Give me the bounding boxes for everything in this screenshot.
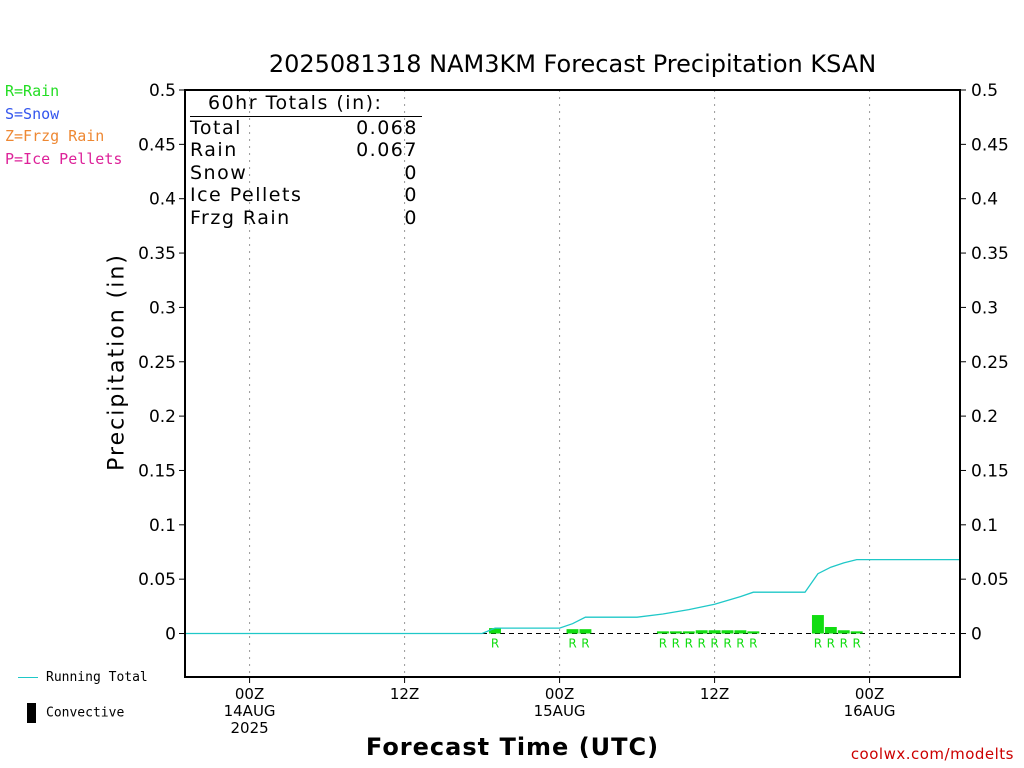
precip-bar bbox=[489, 628, 501, 634]
x-tick-label: 00Z bbox=[235, 685, 264, 703]
running-total-line bbox=[185, 558, 960, 635]
precip-bar bbox=[721, 630, 734, 634]
precip-type-label: R bbox=[568, 637, 576, 651]
x-tick-label: 00Z bbox=[545, 685, 574, 703]
y-tick-label: 0.05 bbox=[971, 570, 1009, 590]
totals-value: 0.067 bbox=[356, 139, 418, 161]
precip-type-label: R bbox=[672, 637, 680, 651]
x-tick-label: 16AUG bbox=[844, 702, 896, 720]
running-total-swatch bbox=[18, 677, 38, 678]
totals-row: Total 0.068 bbox=[190, 117, 422, 140]
y-tick-label: 0.5 bbox=[971, 81, 998, 101]
x-tick-label: 12Z bbox=[390, 685, 419, 703]
y-tick-label: 0.25 bbox=[138, 353, 176, 373]
precip-bar bbox=[811, 615, 824, 634]
y-tick-label: 0 bbox=[165, 625, 176, 645]
y-tick-label: 0.35 bbox=[971, 244, 1009, 264]
y-tick-label: 0 bbox=[971, 625, 982, 645]
x-tick-label: 2025 bbox=[230, 719, 268, 737]
precip-bar bbox=[682, 631, 695, 634]
totals-header: 60hr Totals (in): bbox=[190, 92, 422, 117]
y-tick-label: 0.2 bbox=[971, 407, 998, 427]
y-tick-label: 0.1 bbox=[971, 516, 998, 536]
totals-label: Total bbox=[190, 116, 242, 139]
totals-label: Ice Pellets bbox=[190, 184, 303, 206]
totals-label: Rain bbox=[190, 139, 238, 161]
y-tick-label: 0.2 bbox=[149, 407, 176, 427]
y-tick-label: 0.25 bbox=[971, 353, 1009, 373]
legend-ice-pellets: P=Ice Pellets bbox=[5, 149, 123, 168]
precip-type-label: R bbox=[840, 637, 848, 651]
precip-type-legend: R=Rain S=Snow Z=Frzg Rain P=Ice Pellets bbox=[5, 80, 122, 170]
y-tick-label: 0.15 bbox=[138, 461, 176, 481]
y-tick-label: 0.1 bbox=[149, 516, 176, 536]
x-tick-label: 12Z bbox=[700, 685, 729, 703]
totals-row: Frzg Rain 0 bbox=[190, 207, 422, 230]
precip-type-label: R bbox=[827, 637, 835, 651]
y-tick-label: 0.45 bbox=[971, 135, 1009, 155]
y-tick-label: 0.3 bbox=[971, 298, 998, 318]
plot-frame bbox=[184, 89, 961, 678]
running-total-label: Running Total bbox=[46, 670, 148, 685]
totals-value: 0 bbox=[404, 206, 418, 229]
precip-bar bbox=[579, 629, 592, 634]
precip-bar bbox=[747, 631, 760, 634]
totals-label: Snow bbox=[190, 161, 248, 184]
x-tick-label: 00Z bbox=[855, 685, 884, 703]
precip-type-label: R bbox=[749, 637, 757, 651]
y-tick-label: 0.5 bbox=[149, 81, 176, 101]
precip-bar bbox=[850, 631, 863, 634]
precip-type-label: R bbox=[723, 637, 731, 651]
precip-bar bbox=[566, 629, 579, 634]
convective-legend: Convective bbox=[18, 703, 124, 723]
legend-rain: R=Rain bbox=[5, 82, 60, 100]
totals-value: 0 bbox=[404, 161, 418, 184]
credit-link[interactable]: coolwx.com/modelts bbox=[850, 745, 1014, 763]
totals-value: 0.068 bbox=[356, 116, 418, 139]
precip-type-label: R bbox=[491, 637, 499, 651]
y-tick-label: 0.4 bbox=[149, 190, 176, 210]
precip-type-label: R bbox=[659, 637, 667, 651]
precip-bar bbox=[734, 630, 747, 634]
convective-label: Convective bbox=[46, 705, 125, 721]
legend-frzg-rain: Z=Frzg Rain bbox=[5, 127, 105, 145]
precip-bar bbox=[669, 631, 682, 634]
precip-bar bbox=[695, 630, 708, 634]
precip-type-label: R bbox=[710, 637, 718, 651]
precip-bar bbox=[708, 630, 721, 634]
y-tick-label: 0.4 bbox=[971, 190, 998, 210]
totals-value: 0 bbox=[404, 184, 418, 206]
legend-snow: S=Snow bbox=[5, 104, 60, 123]
y-tick-label: 0.05 bbox=[138, 570, 176, 590]
precip-bar bbox=[656, 631, 669, 634]
y-tick-label: 0.3 bbox=[149, 298, 176, 318]
y-axis-label: Precipitation (in) bbox=[104, 253, 130, 471]
y-tick-label: 0.45 bbox=[138, 135, 176, 155]
totals-row: Ice Pellets 0 bbox=[190, 184, 422, 207]
precip-type-label: R bbox=[814, 637, 822, 651]
precip-type-label: R bbox=[581, 637, 589, 651]
x-tick-label: 15AUG bbox=[534, 702, 586, 720]
precip-type-label: R bbox=[697, 637, 705, 651]
totals-box: 60hr Totals (in): Total 0.068 Rain 0.067… bbox=[190, 92, 422, 229]
precip-bar bbox=[837, 630, 850, 634]
y-tick-label: 0.35 bbox=[138, 244, 176, 264]
x-tick-label: 14AUG bbox=[224, 702, 276, 720]
chart-title: 2025081318 NAM3KM Forecast Precipitation… bbox=[268, 50, 877, 78]
y-tick-label: 0.15 bbox=[971, 461, 1009, 481]
totals-row: Snow 0 bbox=[190, 162, 422, 185]
precip-type-label: R bbox=[736, 637, 744, 651]
precip-bar bbox=[824, 626, 837, 634]
precip-type-label: R bbox=[685, 637, 693, 651]
precip-type-label: R bbox=[852, 637, 860, 651]
totals-row: Rain 0.067 bbox=[190, 139, 422, 162]
convective-swatch bbox=[27, 703, 36, 723]
totals-label: Frzg Rain bbox=[190, 206, 291, 229]
x-axis-label: Forecast Time (UTC) bbox=[365, 733, 660, 761]
running-total-legend: Running Total bbox=[18, 670, 148, 685]
